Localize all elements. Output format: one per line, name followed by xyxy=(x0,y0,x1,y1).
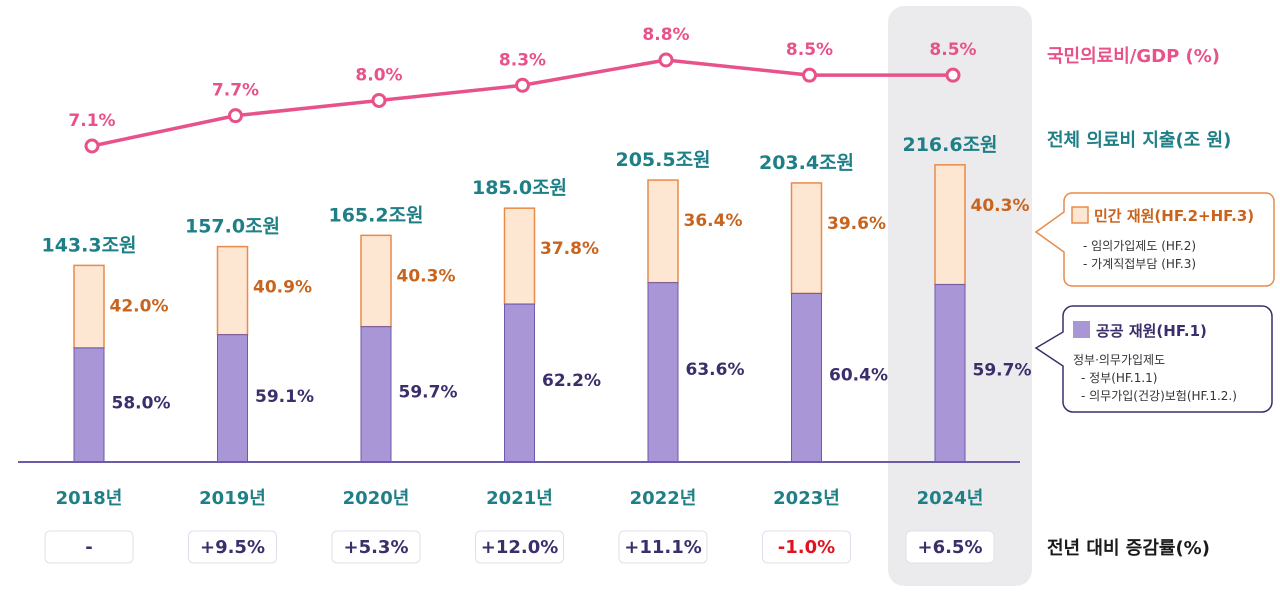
bar-public xyxy=(73,347,105,463)
bar-private xyxy=(647,179,679,284)
total-label: 216.6조원 xyxy=(902,134,997,156)
yoy-label: +11.1% xyxy=(624,537,702,558)
legend-public-line: - 정부(HF.1.1) xyxy=(1081,371,1158,385)
year-label: 2019년 xyxy=(199,488,266,509)
public-share-label: 59.1% xyxy=(255,387,314,407)
public-share-label: 60.4% xyxy=(829,365,888,385)
private-share-label: 36.4% xyxy=(684,211,743,231)
public-share-label: 58.0% xyxy=(112,394,171,414)
bar-private xyxy=(503,207,536,305)
total-label: 157.0조원 xyxy=(185,216,280,238)
legend-public-line: - 의무가입(건강)보험(HF.1.2.) xyxy=(1081,389,1237,403)
line-point-label: 8.0% xyxy=(355,65,402,85)
total-label: 203.4조원 xyxy=(759,152,854,174)
public-share-label: 62.2% xyxy=(542,371,601,391)
line-layer xyxy=(84,52,961,154)
bar-private xyxy=(360,234,392,328)
year-label: 2022년 xyxy=(630,488,697,509)
yoy-pill xyxy=(618,530,708,564)
year-label: 2023년 xyxy=(773,488,840,509)
legend-private-swatch xyxy=(1071,206,1089,224)
legend-private-line: - 임의가입제도 (HF.2) xyxy=(1083,239,1196,253)
yoy-pill xyxy=(762,530,851,564)
total-series-name: 전체 의료비 지출(조 원) xyxy=(1047,130,1231,151)
total-label: 205.5조원 xyxy=(615,149,710,171)
legend-public-title: 공공 재원(HF.1) xyxy=(1096,322,1207,340)
bars-group xyxy=(73,164,966,463)
year-label: 2018년 xyxy=(56,488,123,509)
year-label: 2024년 xyxy=(917,488,984,509)
public-share-label: 63.6% xyxy=(686,360,745,380)
line-point-label: 8.3% xyxy=(499,50,546,70)
bar-public xyxy=(934,284,966,463)
line-point-label: 8.5% xyxy=(929,40,976,60)
labels-group: 143.3조원 42.0% 58.0% 2018년 - 7.1% 157.0조원 40.9% 5… xyxy=(41,25,1032,564)
private-share-label: 37.8% xyxy=(540,239,599,259)
line-point-label: 7.7% xyxy=(212,81,259,101)
private-share-label: 40.9% xyxy=(253,278,312,298)
yoy-pill xyxy=(44,530,134,564)
total-label: 165.2조원 xyxy=(328,204,423,226)
yoy-pill xyxy=(188,530,277,564)
legend-public: 공공 재원(HF.1) 정부·의무가입제도 - 정부(HF.1.1) - 의무가… xyxy=(1034,305,1273,413)
yoy-pill xyxy=(331,530,421,564)
bar-private xyxy=(216,245,249,336)
line-point xyxy=(84,138,100,154)
private-share-label: 39.6% xyxy=(827,214,886,234)
total-label: 143.3조원 xyxy=(41,234,136,256)
line-point xyxy=(228,108,243,124)
line-point xyxy=(658,52,674,68)
yoy-pill xyxy=(475,530,564,564)
private-share-label: 42.0% xyxy=(110,296,169,316)
legend-private-line: - 가계직접부담 (HF.3) xyxy=(1083,257,1196,271)
line-point-label: 8.8% xyxy=(642,25,689,45)
bar-public xyxy=(217,334,248,463)
bar-public xyxy=(504,303,535,463)
yoy-label: +5.3% xyxy=(343,537,408,558)
yoy-label: +6.5% xyxy=(917,537,982,558)
legend-public-swatch xyxy=(1073,321,1090,338)
legend-public-line: 정부·의무가입제도 xyxy=(1073,353,1165,367)
line-point xyxy=(802,67,817,83)
yoy-label: - xyxy=(85,537,92,558)
line-point xyxy=(945,67,961,83)
year-label: 2021년 xyxy=(486,488,553,509)
total-label: 185.0조원 xyxy=(472,177,567,199)
yoy-label: +9.5% xyxy=(200,537,265,558)
line-point-label: 7.1% xyxy=(68,111,115,131)
bar-public xyxy=(360,326,392,463)
yoy-label: -1.0% xyxy=(778,537,835,558)
yoy-pill xyxy=(905,530,995,564)
legend-public-box xyxy=(1034,305,1273,413)
bar-private xyxy=(790,182,823,295)
year-label: 2020년 xyxy=(343,488,410,509)
yoy-label: +12.0% xyxy=(481,537,559,558)
public-share-label: 59.7% xyxy=(973,361,1032,381)
bar-public xyxy=(791,292,822,463)
bar-private xyxy=(73,264,105,349)
line-point xyxy=(515,77,530,93)
legend-private-box xyxy=(1034,192,1275,287)
legend-private: 민간 재원(HF.2+HF.3) - 임의가입제도 (HF.2) - 가계직접부… xyxy=(1034,192,1275,287)
bar-public xyxy=(647,282,679,463)
line-point xyxy=(371,92,387,108)
yoy-series-name: 전년 대비 증감률(%) xyxy=(1047,538,1210,559)
line-point-label: 8.5% xyxy=(786,40,833,60)
bar-private xyxy=(934,164,966,286)
line-series xyxy=(91,58,953,148)
legend-private-title: 민간 재원(HF.2+HF.3) xyxy=(1094,207,1254,225)
private-share-label: 40.3% xyxy=(971,196,1030,216)
public-share-label: 59.7% xyxy=(399,383,458,403)
line-series-name: 국민의료비/GDP (%) xyxy=(1047,46,1220,67)
private-share-label: 40.3% xyxy=(397,266,456,286)
